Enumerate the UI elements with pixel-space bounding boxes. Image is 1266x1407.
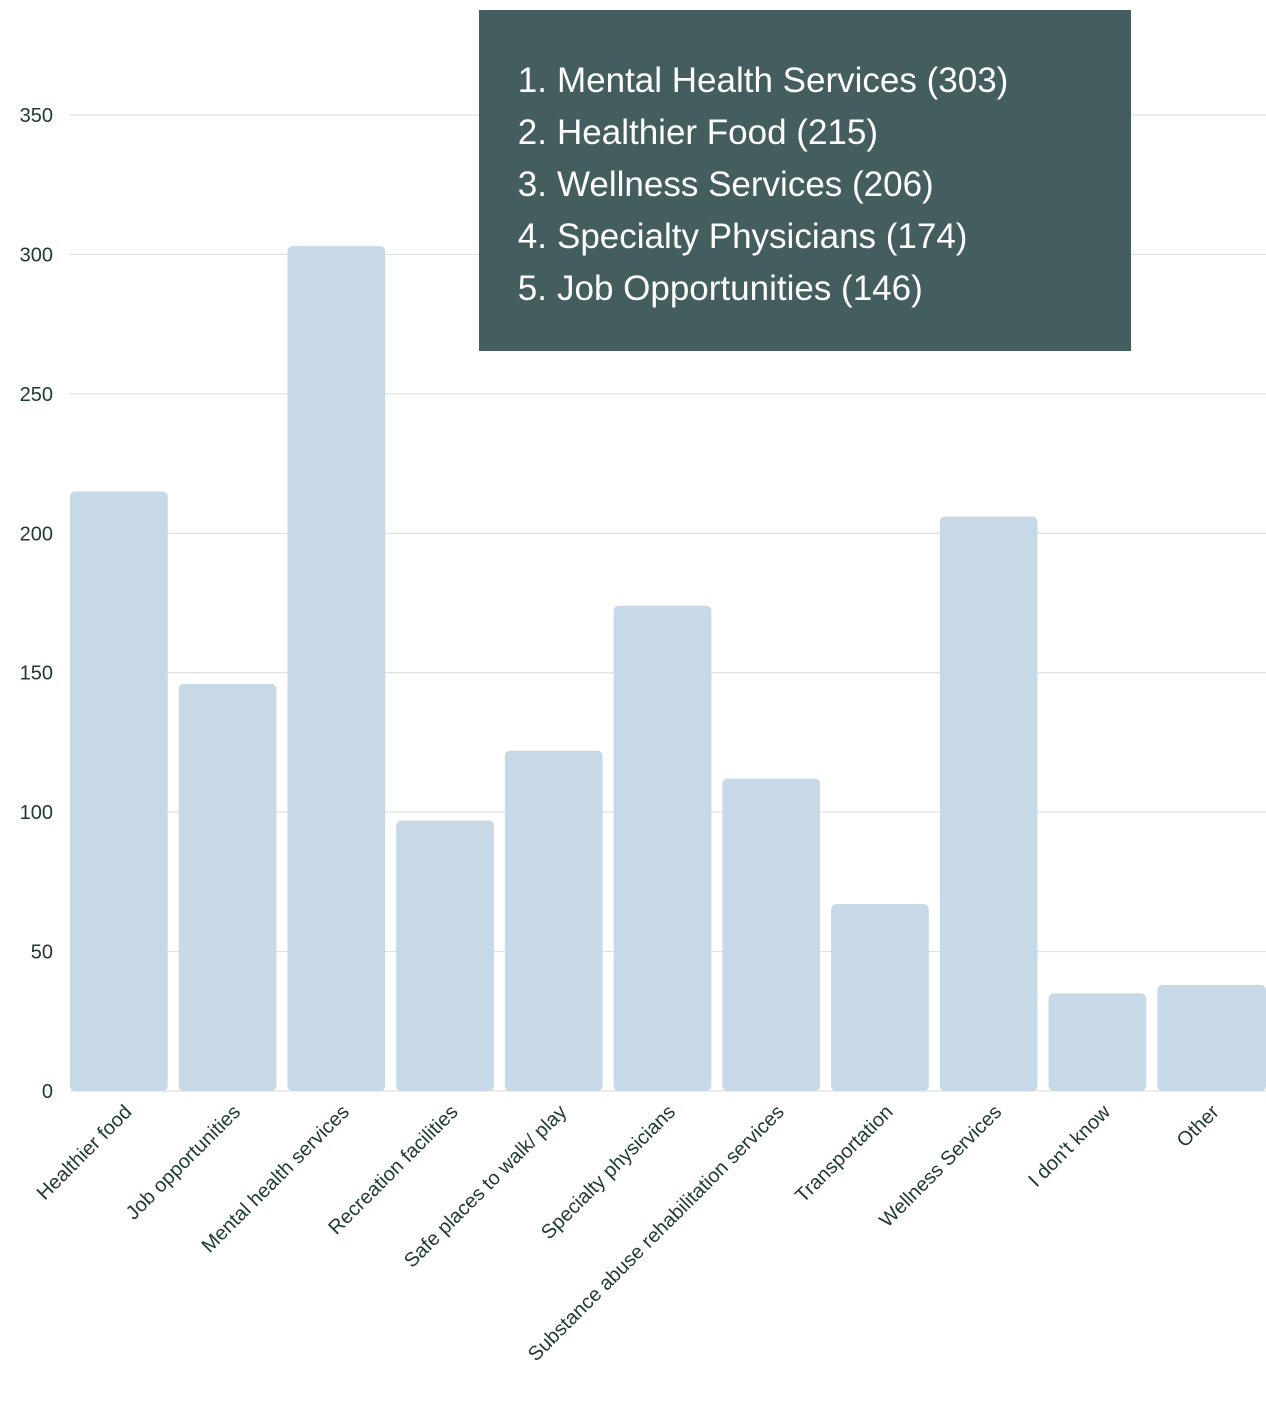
summary-item: 2. Healthier Food (215)	[509, 107, 1131, 159]
bar	[396, 820, 494, 1091]
bar	[939, 516, 1038, 1091]
bar	[70, 491, 168, 1091]
y-tick-label: 200	[20, 523, 53, 545]
bar	[1048, 993, 1147, 1091]
bar	[1157, 985, 1266, 1091]
y-axis-ticks: 0 50 100 150 200 250 300 350	[20, 105, 53, 1103]
bar	[178, 683, 277, 1091]
y-tick-label: 250	[20, 384, 53, 406]
bar	[722, 778, 821, 1091]
summary-item-number: 1.	[517, 61, 547, 100]
summary-item-number: 2.	[517, 113, 547, 152]
summary-item-text: Healthier Food (215)	[557, 113, 878, 152]
y-tick-label: 150	[20, 663, 53, 685]
summary-item-text: Specialty Physicians (174)	[557, 217, 968, 256]
y-tick-label: 300	[20, 244, 53, 266]
top-five-summary-box: 1. Mental Health Services (303) 2. Healt…	[479, 10, 1131, 351]
x-category-label: I don't know	[1024, 1101, 1115, 1192]
x-category-label: Transportation	[791, 1101, 897, 1207]
y-tick-label: 100	[20, 802, 53, 824]
summary-item: 4. Specialty Physicians (174)	[509, 211, 1131, 263]
y-tick-label: 0	[42, 1081, 53, 1103]
bar	[504, 750, 603, 1091]
x-category-label: Other	[1173, 1101, 1224, 1152]
summary-item: 5. Job Opportunities (146)	[509, 263, 1131, 315]
summary-item-number: 4.	[517, 217, 547, 256]
x-category-label: Job opportunities	[122, 1101, 245, 1224]
x-category-label: Healthier food	[33, 1101, 137, 1205]
summary-item-text: Wellness Services (206)	[557, 165, 934, 204]
bar	[287, 246, 386, 1091]
summary-item-number: 5.	[517, 269, 547, 308]
summary-item: 1. Mental Health Services (303)	[509, 55, 1131, 107]
summary-item-text: Mental Health Services (303)	[557, 61, 1009, 100]
summary-item-text: Job Opportunities (146)	[557, 269, 923, 308]
x-category-label: Substance abuse rehabilitation services	[524, 1101, 789, 1366]
y-tick-label: 350	[20, 105, 53, 127]
bar	[613, 605, 712, 1091]
bar	[831, 904, 929, 1091]
summary-list: 1. Mental Health Services (303) 2. Healt…	[509, 55, 1131, 315]
bars	[70, 246, 1266, 1091]
y-tick-label: 50	[31, 942, 53, 964]
summary-item-number: 3.	[517, 165, 547, 204]
x-category-label: Wellness Services	[875, 1101, 1006, 1232]
summary-item: 3. Wellness Services (206)	[509, 159, 1131, 211]
